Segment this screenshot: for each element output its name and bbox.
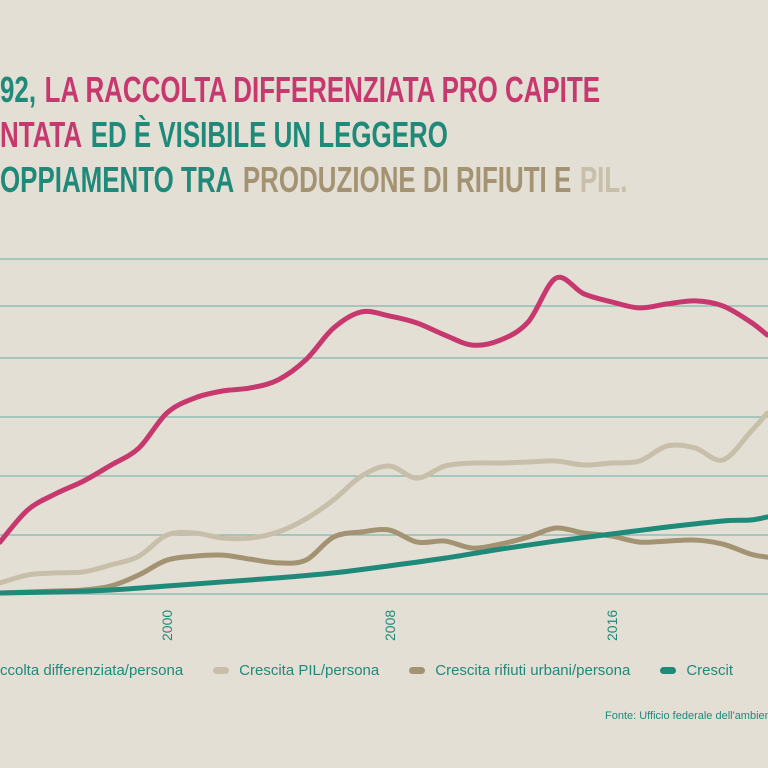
legend-item: Crescita rifiuti urbani/persona xyxy=(409,662,630,679)
title-line: OPPIAMENTO TRA PRODUZIONE DI RIFIUTI E PIL… xyxy=(0,162,627,198)
legend-swatch xyxy=(409,667,426,674)
x-tick-label: 2008 xyxy=(382,610,398,641)
title-segment: PIL. xyxy=(579,159,628,200)
x-tick-label: 2000 xyxy=(159,610,175,641)
legend-label: Crescita PIL/persona xyxy=(239,662,380,679)
title-segment: PRODUZIONE DI RIFIUTI E xyxy=(242,159,572,200)
title-line: NTATA ED È VISIBILE UN LEGGERO xyxy=(0,117,448,153)
series-line xyxy=(0,514,768,596)
title-segment: NTATA xyxy=(0,114,83,155)
legend-label: ccolta differenziata/persona xyxy=(0,662,184,679)
x-axis-ticks: 2000 2008 2016 xyxy=(159,610,620,641)
legend: ccolta differenziata/persona Crescita PI… xyxy=(0,662,768,679)
legend-swatch xyxy=(213,667,230,674)
legend-label: Crescit xyxy=(686,662,734,679)
title-segment: LA RACCOLTA DIFFERENZIATA PRO CAPITE xyxy=(44,69,600,110)
plot-lines xyxy=(0,274,768,596)
x-tick-label: 2016 xyxy=(604,610,620,641)
title-line: 92, LA RACCOLTA DIFFERENZIATA PRO CAPITE xyxy=(0,72,600,108)
legend-label: Crescita rifiuti urbani/persona xyxy=(435,662,631,679)
source-note: Fonte: Ufficio federale dell'ambiente, S xyxy=(605,710,768,722)
legend-item: Crescita PIL/persona xyxy=(213,662,379,679)
legend-swatch xyxy=(660,667,677,674)
series-line xyxy=(0,410,768,586)
title-segment: ED È VISIBILE UN LEGGERO xyxy=(90,114,448,155)
gridlines xyxy=(0,258,768,595)
title-segment: 92, xyxy=(0,69,37,110)
legend-item: ccolta differenziata/persona xyxy=(0,662,183,679)
series-line xyxy=(0,274,768,545)
title-segment: OPPIAMENTO TRA xyxy=(0,159,235,200)
series-line xyxy=(0,525,768,596)
legend-item: Crescit xyxy=(660,662,733,679)
